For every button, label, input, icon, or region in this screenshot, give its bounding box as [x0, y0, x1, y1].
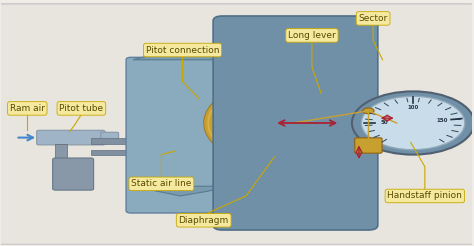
FancyBboxPatch shape: [0, 4, 474, 245]
FancyBboxPatch shape: [36, 130, 105, 145]
Polygon shape: [133, 50, 227, 60]
Circle shape: [262, 107, 324, 139]
Circle shape: [361, 96, 465, 150]
Circle shape: [352, 91, 474, 155]
FancyBboxPatch shape: [126, 57, 234, 213]
Text: 150: 150: [436, 118, 447, 123]
Text: Static air line: Static air line: [131, 179, 191, 188]
Text: Pitot connection: Pitot connection: [146, 46, 219, 55]
Text: 100: 100: [408, 106, 419, 110]
FancyBboxPatch shape: [213, 16, 378, 230]
Text: Long lever: Long lever: [288, 31, 336, 40]
Bar: [55, 144, 67, 164]
Text: Sector: Sector: [358, 14, 388, 23]
Text: Diaphragm: Diaphragm: [179, 216, 229, 225]
Circle shape: [363, 108, 374, 114]
Text: Handstaff pinion: Handstaff pinion: [387, 191, 462, 200]
Circle shape: [204, 77, 383, 169]
Text: 50: 50: [380, 121, 388, 125]
Polygon shape: [133, 186, 227, 196]
Circle shape: [239, 95, 347, 151]
Circle shape: [217, 84, 369, 162]
Text: Ram air: Ram air: [10, 104, 45, 113]
Bar: [91, 150, 133, 155]
Text: Pitot tube: Pitot tube: [59, 104, 103, 113]
FancyBboxPatch shape: [53, 158, 93, 190]
Bar: [91, 138, 133, 144]
FancyBboxPatch shape: [100, 132, 118, 143]
FancyBboxPatch shape: [355, 138, 382, 153]
Bar: [55, 158, 89, 164]
